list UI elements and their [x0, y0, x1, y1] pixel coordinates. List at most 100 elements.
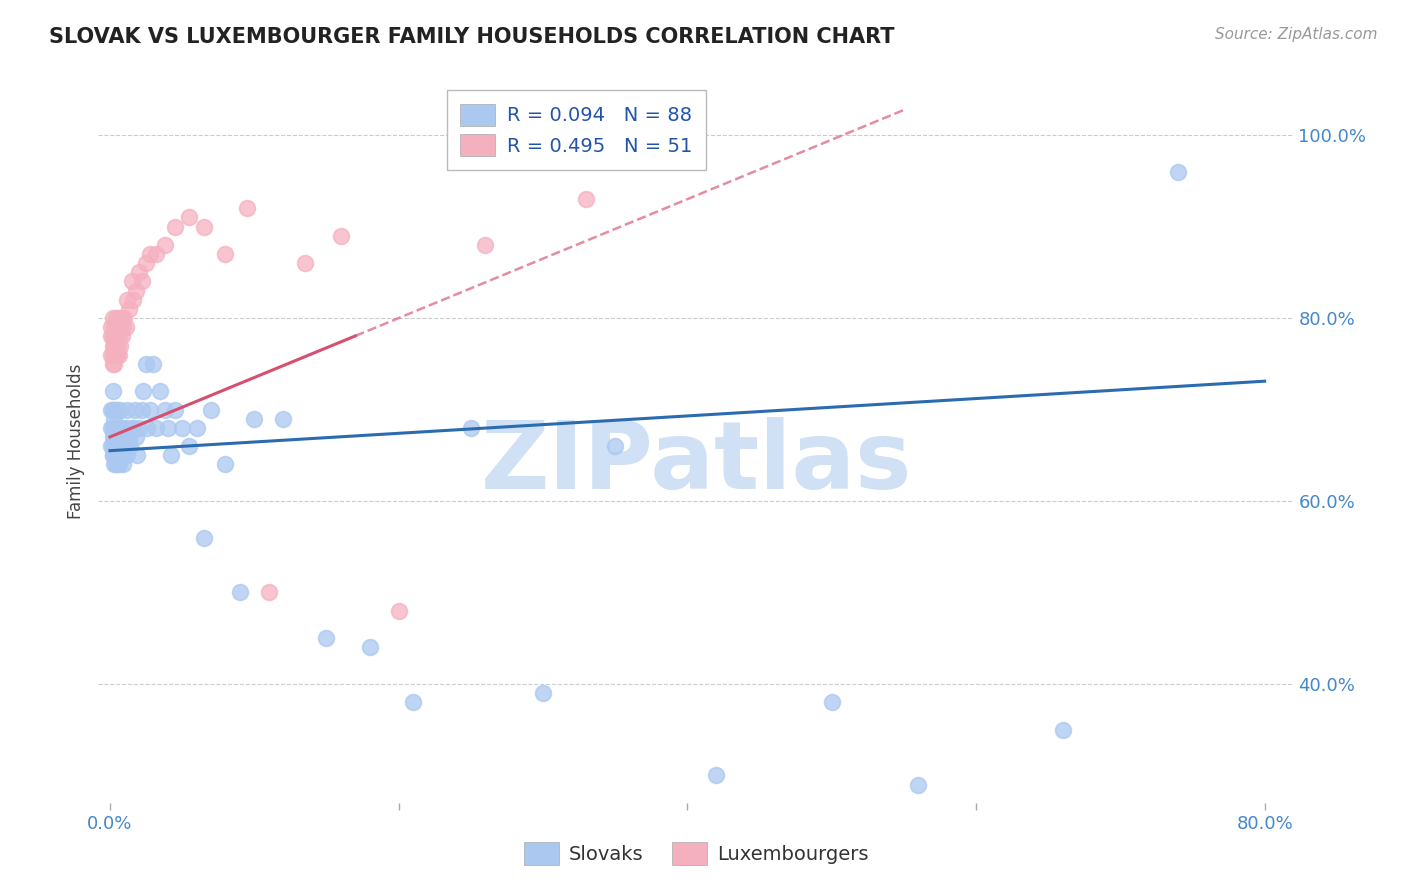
Point: [107, 311, 129, 326]
Point: [110, 329, 132, 343]
Point: [104, 329, 127, 343]
Point: [163, 219, 186, 234]
Point: [1052, 723, 1074, 737]
Point: [128, 265, 150, 279]
Point: [214, 458, 236, 472]
Point: [104, 448, 127, 462]
Point: [101, 448, 124, 462]
Point: [101, 421, 124, 435]
Point: [103, 430, 125, 444]
Point: [125, 284, 148, 298]
Point: [186, 421, 208, 435]
Point: [153, 402, 176, 417]
Point: [110, 439, 132, 453]
Point: [257, 585, 280, 599]
Point: [124, 402, 146, 417]
Point: [103, 402, 125, 417]
Point: [131, 275, 153, 289]
Point: [122, 293, 145, 307]
Point: [229, 585, 252, 599]
Point: [103, 320, 125, 334]
Point: [101, 357, 124, 371]
Point: [125, 430, 148, 444]
Point: [359, 640, 381, 655]
Point: [101, 384, 124, 399]
Point: [107, 458, 129, 472]
Legend: Slovaks, Luxembourgers: Slovaks, Luxembourgers: [516, 835, 876, 872]
Point: [107, 430, 129, 444]
Point: [101, 439, 124, 453]
Point: [139, 247, 162, 261]
Point: [315, 631, 337, 645]
Point: [1167, 165, 1189, 179]
Point: [104, 348, 127, 362]
Point: [103, 329, 125, 343]
Point: [575, 192, 598, 206]
Point: [120, 439, 142, 453]
Point: [105, 348, 128, 362]
Point: [110, 430, 132, 444]
Point: [100, 402, 122, 417]
Point: [111, 458, 134, 472]
Point: [159, 448, 181, 462]
Point: [118, 301, 141, 316]
Point: [110, 311, 132, 326]
Point: [118, 430, 141, 444]
Point: [112, 430, 135, 444]
Point: [388, 604, 411, 618]
Point: [108, 421, 131, 435]
Point: [117, 402, 139, 417]
Point: [101, 311, 124, 326]
Text: ZIPatlas: ZIPatlas: [481, 417, 911, 509]
Point: [104, 458, 127, 472]
Point: [108, 402, 131, 417]
Point: [193, 531, 215, 545]
Point: [115, 439, 138, 453]
Point: [104, 421, 127, 435]
Point: [531, 686, 554, 700]
Point: [101, 402, 124, 417]
Point: [105, 421, 128, 435]
Point: [145, 421, 167, 435]
Point: [907, 777, 929, 791]
Point: [605, 439, 627, 453]
Point: [103, 439, 125, 453]
Point: [105, 320, 128, 334]
Point: [112, 311, 135, 326]
Point: [105, 402, 128, 417]
Point: [100, 348, 122, 362]
Point: [402, 695, 425, 709]
Point: [214, 247, 236, 261]
Point: [101, 448, 124, 462]
Point: [105, 439, 128, 453]
Point: [100, 421, 122, 435]
Point: [127, 448, 149, 462]
Point: [128, 421, 150, 435]
Point: [329, 228, 352, 243]
Point: [142, 357, 165, 371]
Point: [105, 421, 128, 435]
Point: [103, 338, 125, 352]
Point: [101, 430, 124, 444]
Point: [474, 238, 496, 252]
Point: [107, 439, 129, 453]
Point: [105, 448, 128, 462]
Point: [111, 320, 134, 334]
Point: [104, 402, 127, 417]
Point: [193, 219, 215, 234]
Point: [104, 311, 127, 326]
Point: [100, 320, 122, 334]
Point: [101, 329, 124, 343]
Point: [117, 448, 139, 462]
Y-axis label: Family Households: Family Households: [66, 364, 84, 519]
Point: [117, 293, 139, 307]
Point: [103, 411, 125, 425]
Point: [108, 338, 131, 352]
Point: [111, 421, 134, 435]
Point: [101, 338, 124, 352]
Point: [294, 256, 316, 270]
Point: [100, 329, 122, 343]
Point: [122, 421, 145, 435]
Point: [100, 439, 122, 453]
Point: [104, 338, 127, 352]
